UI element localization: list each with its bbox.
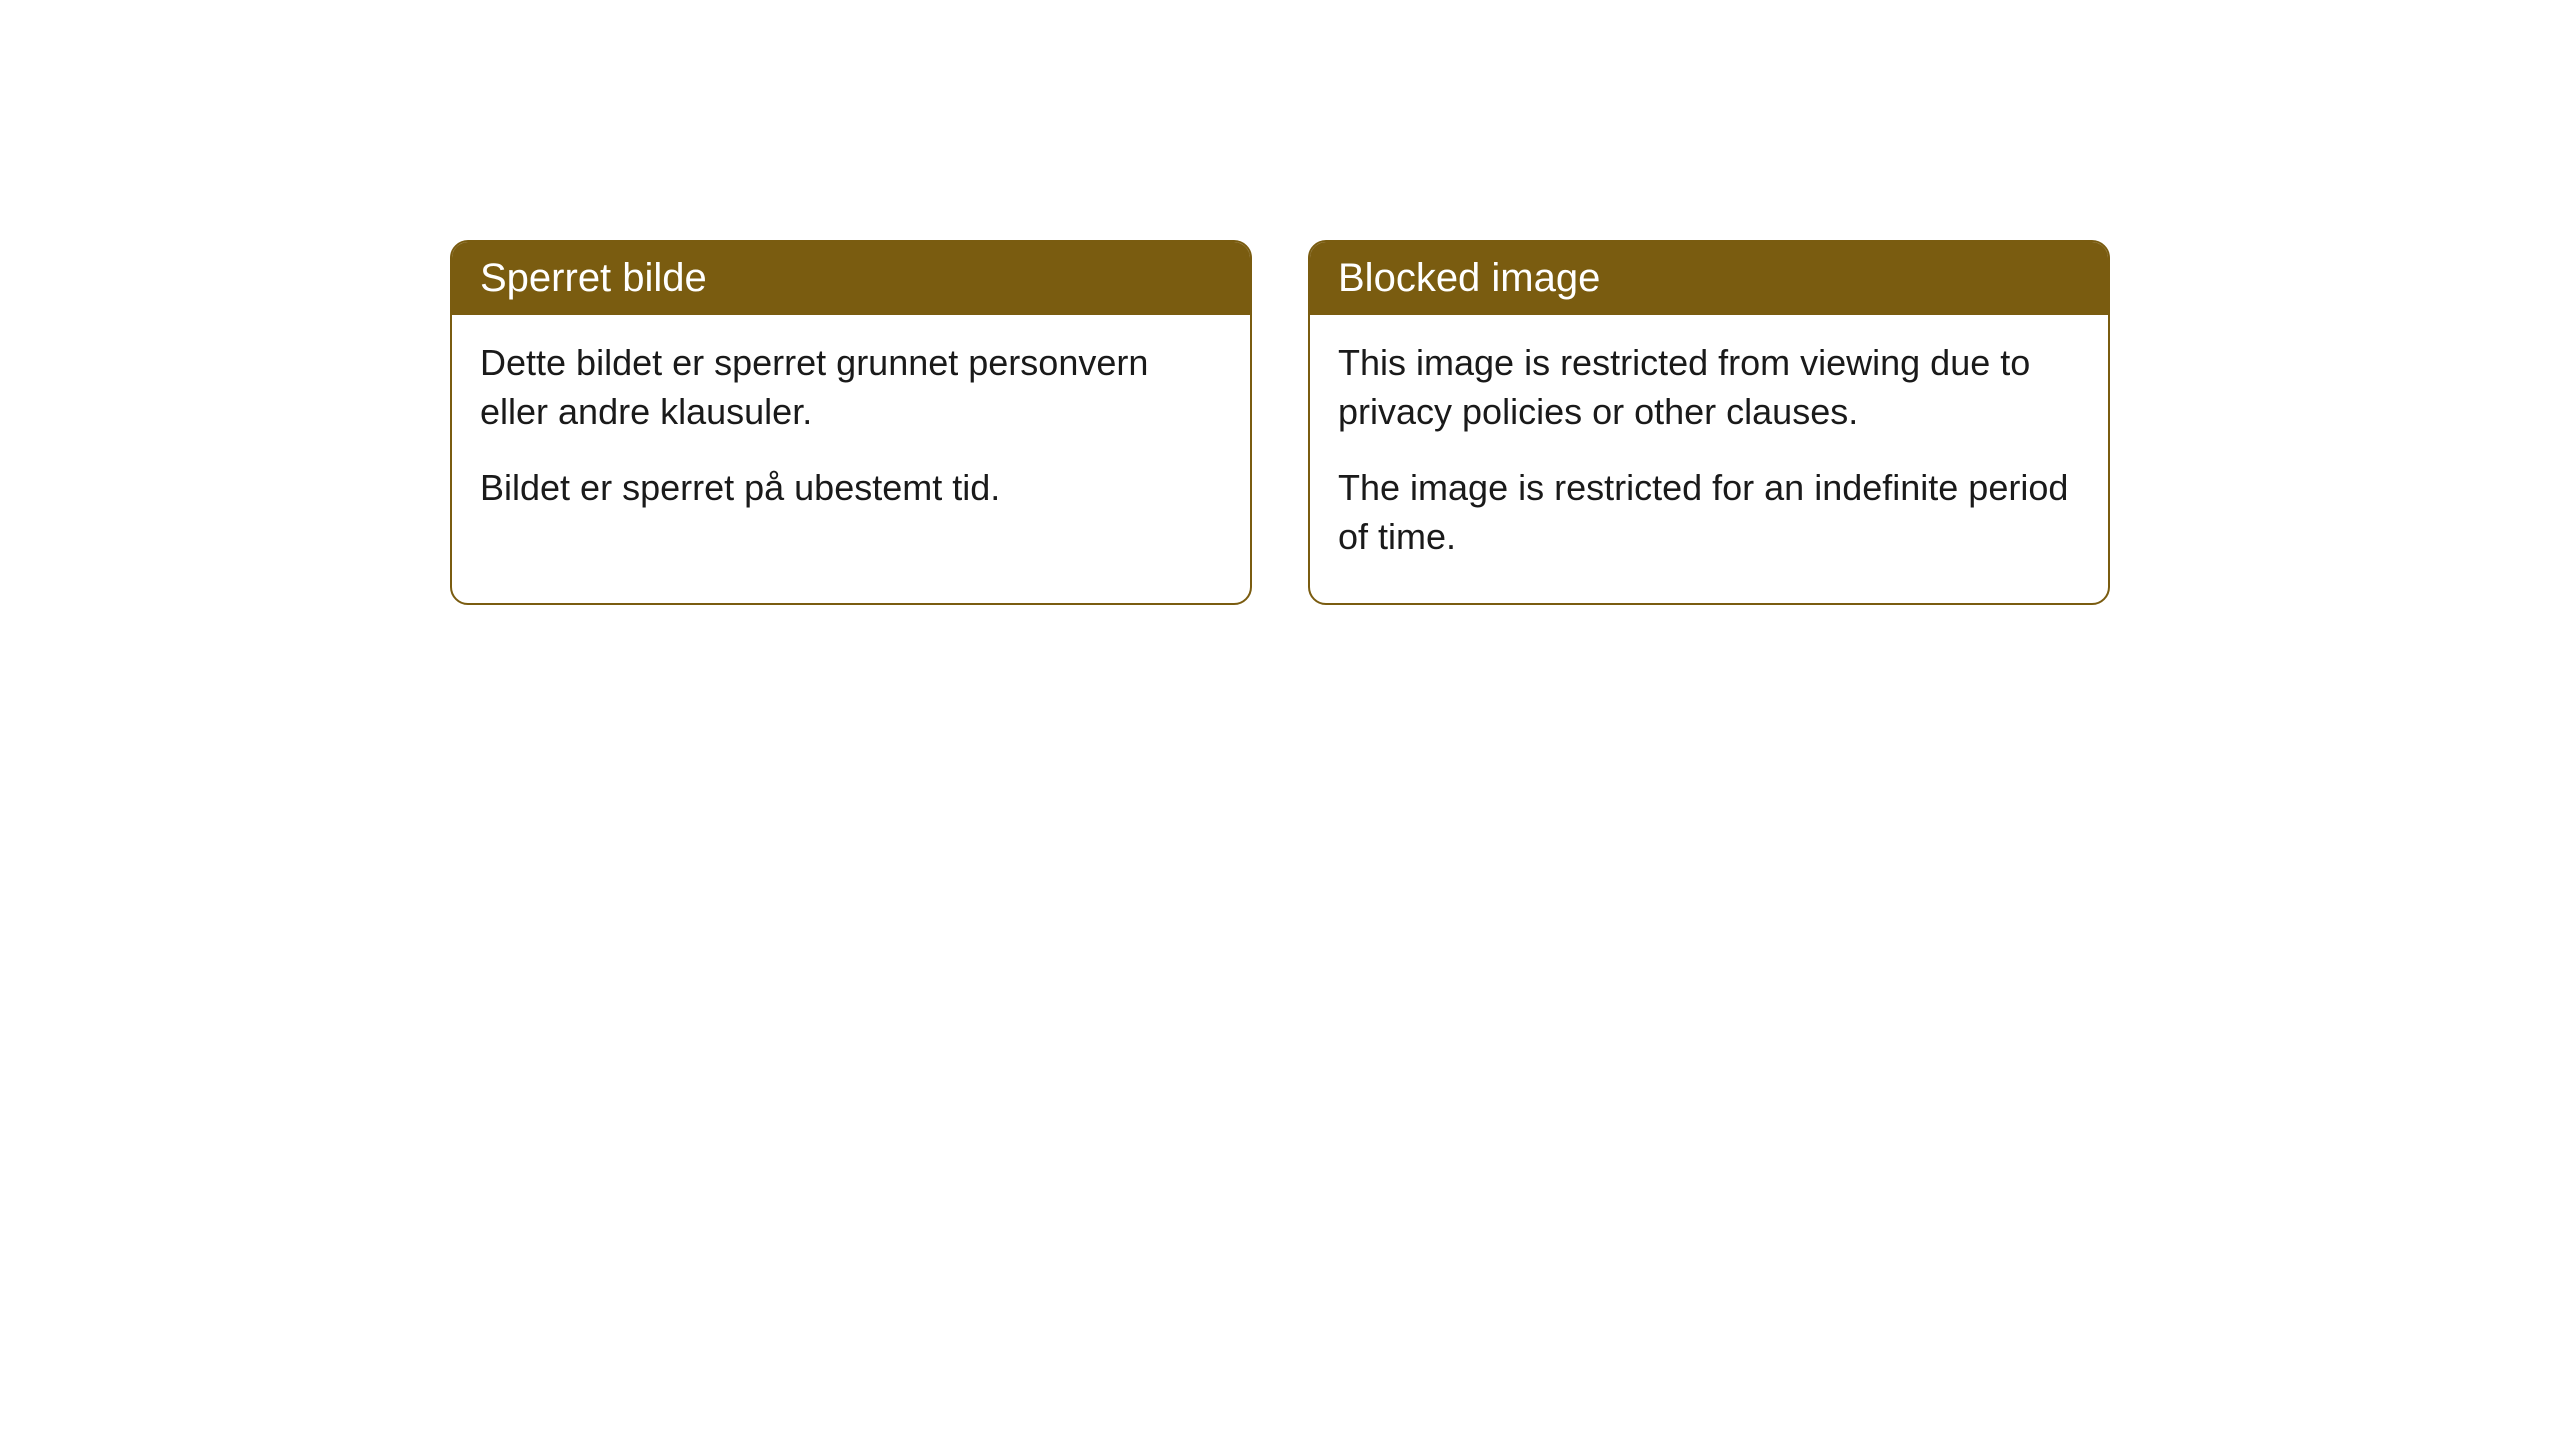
notice-cards-container: Sperret bilde Dette bildet er sperret gr… [450,240,2560,605]
card-title: Sperret bilde [480,256,707,300]
card-paragraph-1: Dette bildet er sperret grunnet personve… [480,339,1222,436]
card-header: Blocked image [1310,242,2108,315]
card-title: Blocked image [1338,256,1600,300]
card-paragraph-2: Bildet er sperret på ubestemt tid. [480,464,1222,513]
card-body: This image is restricted from viewing du… [1310,315,2108,603]
blocked-image-card-norwegian: Sperret bilde Dette bildet er sperret gr… [450,240,1252,605]
card-header: Sperret bilde [452,242,1250,315]
card-paragraph-1: This image is restricted from viewing du… [1338,339,2080,436]
card-paragraph-2: The image is restricted for an indefinit… [1338,464,2080,561]
blocked-image-card-english: Blocked image This image is restricted f… [1308,240,2110,605]
card-body: Dette bildet er sperret grunnet personve… [452,315,1250,555]
